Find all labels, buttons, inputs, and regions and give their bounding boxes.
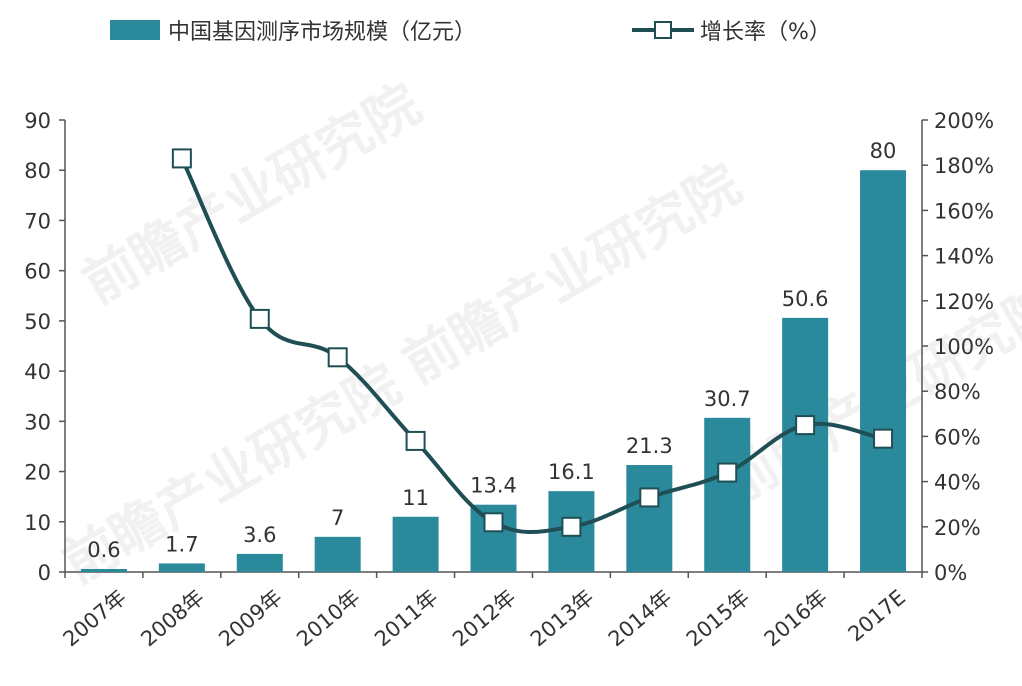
growth-point bbox=[561, 516, 582, 537]
x-tick-label: 2017E bbox=[843, 585, 910, 646]
y-left-tick-label: 50 bbox=[24, 310, 51, 334]
growth-point bbox=[405, 430, 426, 451]
y-left-tick-label: 80 bbox=[24, 159, 51, 183]
x-tick-label: 2013年 bbox=[526, 585, 598, 651]
bar-value-label: 1.7 bbox=[165, 532, 198, 556]
y-right-tick-label: 200% bbox=[934, 109, 994, 133]
data-labels: 0.6 1.7 3.6 7 11 13.4 16.1 21.3 30.7 50.6 80 bbox=[87, 139, 896, 562]
y-left-tick-label: 90 bbox=[24, 109, 51, 133]
growth-point bbox=[639, 487, 660, 508]
growth-point bbox=[249, 308, 270, 329]
y-right-tick-label: 40% bbox=[934, 471, 981, 495]
legend-label-market-size: 中国基因测序市场规模（亿元） bbox=[168, 20, 477, 45]
y-right-tick-label: 160% bbox=[934, 199, 994, 223]
bar bbox=[626, 465, 673, 572]
legend-swatch-line bbox=[632, 20, 694, 40]
bar bbox=[80, 568, 127, 572]
y-left-tick-label: 0 bbox=[38, 561, 51, 585]
growth-point bbox=[171, 148, 192, 169]
bar bbox=[860, 170, 907, 572]
legend-swatch-bar bbox=[110, 20, 160, 40]
x-tick-label: 2016年 bbox=[760, 585, 832, 651]
x-tick-label: 2009年 bbox=[214, 585, 286, 651]
line-series bbox=[171, 148, 894, 537]
x-tick-label: 2014年 bbox=[604, 585, 676, 651]
y-left-tick-label: 40 bbox=[24, 360, 51, 384]
y-right-tick-label: 180% bbox=[934, 154, 994, 178]
bar-value-label: 30.7 bbox=[704, 387, 751, 411]
bar-value-label: 16.1 bbox=[548, 460, 595, 484]
bar-value-label: 11 bbox=[402, 486, 429, 510]
y-right-tick-label: 0% bbox=[934, 561, 967, 585]
growth-point bbox=[717, 462, 738, 483]
bar-value-label: 80 bbox=[870, 139, 897, 163]
y-left-tick-label: 70 bbox=[24, 209, 51, 233]
x-tick-label: 2011年 bbox=[370, 585, 442, 651]
y-right-tick-label: 80% bbox=[934, 380, 981, 404]
x-tick-label: 2012年 bbox=[448, 585, 520, 651]
bar bbox=[392, 516, 439, 572]
y-right-tick-label: 140% bbox=[934, 245, 994, 269]
growth-point bbox=[483, 512, 504, 533]
legend-label-growth-rate: 增长率（%） bbox=[700, 20, 831, 45]
bar-value-label: 0.6 bbox=[87, 538, 120, 562]
growth-point bbox=[327, 347, 348, 368]
y-right-tick-label: 20% bbox=[934, 516, 981, 540]
y-left-tick-label: 60 bbox=[24, 260, 51, 284]
bar bbox=[158, 563, 205, 572]
growth-point bbox=[873, 428, 894, 449]
x-tick-label: 2007年 bbox=[58, 585, 130, 651]
bar bbox=[314, 536, 361, 572]
x-tick-label: 2008年 bbox=[136, 585, 208, 651]
y-right-tick-label: 60% bbox=[934, 425, 981, 449]
bar-value-label: 50.6 bbox=[782, 287, 829, 311]
y-left-tick-label: 20 bbox=[24, 461, 51, 485]
bar-value-label: 13.4 bbox=[470, 474, 517, 498]
bar bbox=[704, 417, 751, 572]
bar-value-label: 21.3 bbox=[626, 434, 673, 458]
bar bbox=[236, 553, 283, 572]
x-tick-label: 2010年 bbox=[292, 585, 364, 651]
y-left-tick-label: 10 bbox=[24, 511, 51, 535]
y-right-tick-label: 100% bbox=[934, 335, 994, 359]
y-left-tick-label: 30 bbox=[24, 410, 51, 434]
growth-point bbox=[795, 415, 816, 436]
bar-value-label: 3.6 bbox=[243, 523, 276, 547]
bar bbox=[782, 317, 829, 572]
y-right-tick-label: 120% bbox=[934, 290, 994, 314]
legend-item-market-size: 中国基因测序市场规模（亿元） bbox=[110, 12, 476, 48]
bar-value-label: 7 bbox=[331, 506, 344, 530]
growth-line bbox=[180, 157, 884, 535]
x-tick-label: 2015年 bbox=[682, 585, 754, 651]
legend-item-growth-rate: 增长率（%） bbox=[632, 12, 831, 48]
bar-series bbox=[80, 170, 907, 572]
